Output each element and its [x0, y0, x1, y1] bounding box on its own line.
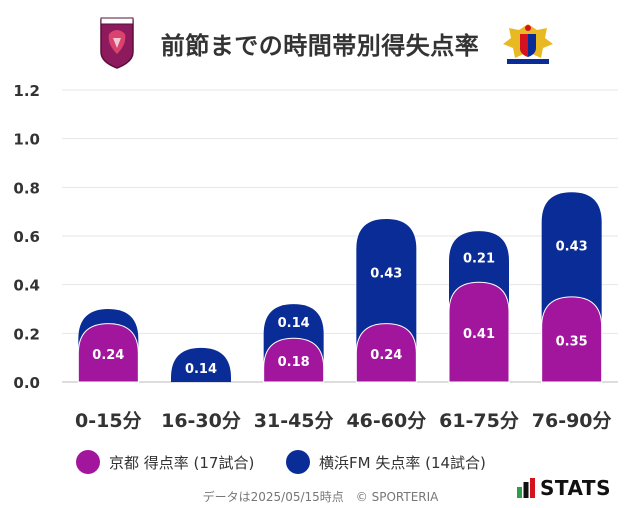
x-category-label: 31-45分 [254, 410, 334, 432]
bar-kyoto-scored [77, 323, 139, 383]
data-label-yokohama: 0.14 [278, 316, 310, 331]
y-tick-label: 1.0 [13, 131, 40, 149]
kyoto-sanga-logo [100, 17, 134, 69]
legend-swatch-kyoto [76, 450, 100, 474]
chart-title: 前節までの時間帯別得失点率 [160, 32, 480, 60]
data-label-kyoto: 0.35 [556, 334, 588, 349]
footer-note: データは2025/05/15時点 © SPORTERIA [202, 490, 439, 504]
x-category-label: 0-15分 [75, 410, 142, 432]
stacked-bar-chart: 0.0 0.2 0.4 0.6 0.8 1.0 1.2 0.24 0-15分 0.14 16-30分… [13, 82, 618, 432]
x-category-label: 61-75分 [439, 410, 519, 432]
legend-label-yokohama: 横浜FM 失点率 (14試合) [319, 453, 486, 472]
bar-kyoto-scored [263, 337, 325, 383]
data-label-yokohama: 0.21 [463, 252, 495, 267]
bar-kyoto-scored [541, 296, 603, 383]
y-tick-label: 0.8 [13, 179, 40, 197]
data-label-yokohama: 0.14 [185, 362, 217, 377]
bar-yokohama-conceded [171, 347, 231, 382]
data-label-kyoto: 0.24 [370, 348, 402, 363]
y-tick-label: 1.2 [13, 82, 40, 100]
stats-brand: STATS [517, 476, 611, 500]
legend-label-kyoto: 京都 得点率 (17試合) [109, 453, 255, 472]
legend-item-kyoto: 京都 得点率 (17試合) [76, 449, 254, 475]
x-category-label: 46-60分 [346, 410, 426, 432]
y-tick-label: 0.4 [13, 277, 40, 295]
y-tick-label: 0.6 [13, 228, 40, 246]
bar-kyoto-scored [355, 323, 417, 383]
legend: 京都 得点率 (17試合) 横浜FM 失点率 (14試合) [76, 449, 556, 475]
legend-item-yokohama: 横浜FM 失点率 (14試合) [286, 449, 486, 475]
x-category-label: 76-90分 [532, 410, 612, 432]
legend-swatch-yokohama [286, 450, 310, 474]
data-label-yokohama: 0.43 [556, 240, 588, 255]
yokohama-fmarinos-logo [503, 24, 553, 64]
data-label-kyoto: 0.18 [278, 355, 310, 370]
brand-name: STATS [540, 476, 611, 500]
y-tick-label: 0.0 [13, 374, 40, 392]
x-category-label: 16-30分 [161, 410, 241, 432]
data-label-kyoto: 0.24 [92, 348, 124, 363]
data-label-yokohama: 0.43 [370, 266, 402, 281]
data-label-kyoto: 0.41 [463, 327, 495, 342]
bar-kyoto-scored [448, 281, 510, 383]
bar-chart-icon [517, 478, 535, 498]
y-tick-label: 0.2 [13, 325, 40, 343]
chart-header: 前節までの時間帯別得失点率 [0, 0, 641, 82]
